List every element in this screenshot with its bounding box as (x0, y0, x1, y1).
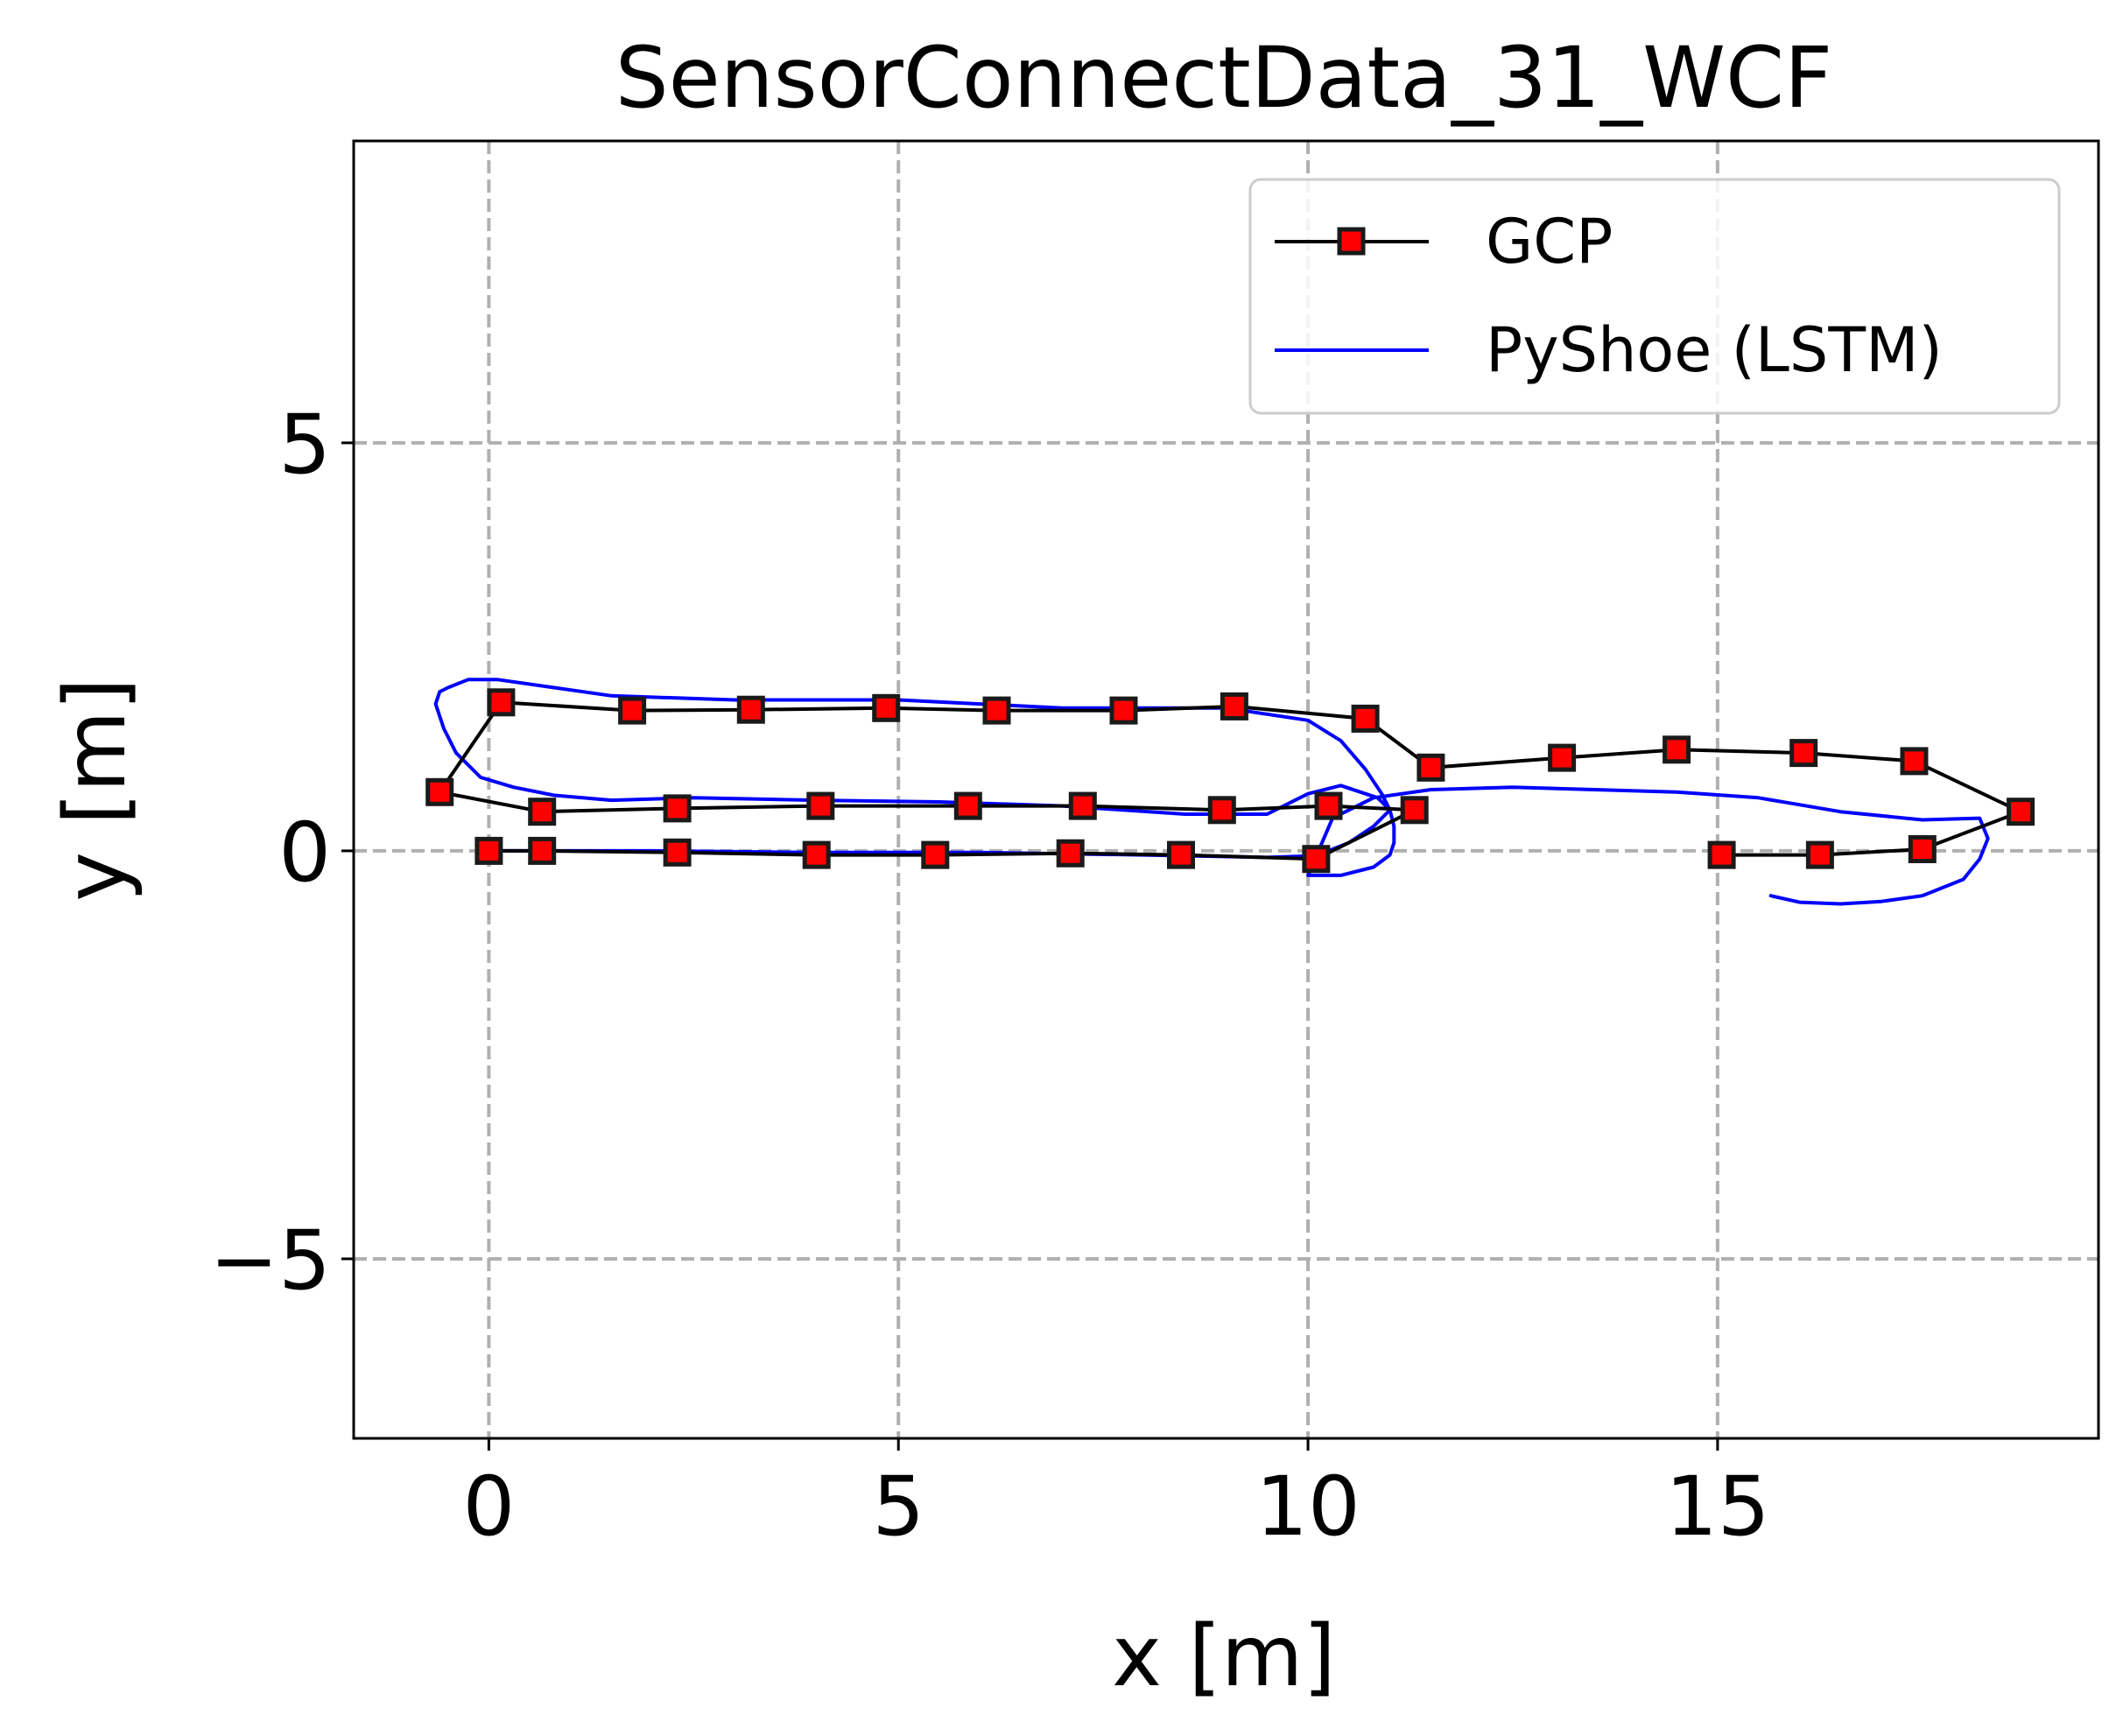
gcp-point-marker (1417, 753, 1445, 782)
gcp-point-marker (1900, 747, 1929, 776)
x-axis-ticks: 0 5 10 15 (462, 1438, 1770, 1555)
y-axis-label: y [m] (46, 678, 144, 902)
legend-gcp-marker (1337, 227, 1366, 256)
gcp-point-marker (1548, 743, 1577, 772)
x-axis-label: x [m] (1112, 1607, 1336, 1705)
gcp-point-marker (872, 693, 901, 722)
gcp-point-marker (1167, 840, 1195, 869)
gcp-point-marker (425, 777, 454, 806)
gcp-point-marker (475, 836, 503, 865)
gcp-point-marker (1207, 796, 1236, 825)
gcp-point-marker (1663, 735, 1691, 764)
x-tick-label: 5 (872, 1459, 924, 1555)
gcp-point-marker (806, 791, 835, 820)
plot-frame (352, 139, 2100, 1440)
gcp-point-marker (1220, 692, 1248, 720)
y-tick-label: 0 (278, 805, 331, 901)
gcp-point-marker (953, 791, 982, 820)
x-tick-label: 10 (1255, 1459, 1360, 1555)
gcp-point-marker (528, 798, 557, 826)
gcp-point-marker (1805, 840, 1834, 869)
gcp-point-marker (1351, 704, 1380, 733)
x-tick-label: 0 (462, 1459, 515, 1555)
gcp-point-marker (663, 794, 692, 823)
gcp-point-marker (802, 840, 831, 869)
gcp-point-marker (2007, 798, 2035, 826)
y-axis-ticks: −5 0 5 (209, 397, 354, 1309)
gcp-point-marker (1056, 839, 1085, 868)
gcp-point-marker (618, 696, 647, 725)
gcp-point-marker (736, 695, 765, 724)
gcp-point-marker (1707, 840, 1736, 869)
gcp-point-marker (1400, 796, 1429, 825)
gcp-point-marker (1908, 835, 1937, 863)
chart-title: SensorConnectData_31_WCF (615, 29, 1833, 127)
gcp-point-marker (528, 836, 557, 865)
pyshoe-lstm-series-line (433, 678, 1990, 906)
series-layer (425, 678, 2035, 906)
gcp-series-line (438, 700, 2023, 861)
gcp-point-marker (1109, 696, 1138, 725)
x-tick-label: 15 (1665, 1459, 1770, 1555)
legend: GCP PyShoe (LSTM) (1248, 178, 2061, 415)
gcp-point-marker (1068, 791, 1097, 820)
legend-box (1248, 178, 2061, 415)
gcp-point-marker (921, 840, 950, 869)
y-tick-label: 5 (278, 397, 331, 493)
legend-pyshoe-label: PyShoe (LSTM) (1486, 314, 1943, 386)
gcp-point-marker (1789, 739, 1818, 768)
gcp-point-marker (982, 696, 1011, 725)
y-tick-label: −5 (209, 1213, 331, 1309)
gcp-point-marker (1314, 791, 1343, 820)
gcp-point-marker (487, 688, 516, 717)
gcp-point-marker (663, 838, 692, 867)
legend-gcp-label: GCP (1486, 206, 1613, 278)
gcp-point-marker (1302, 845, 1331, 874)
